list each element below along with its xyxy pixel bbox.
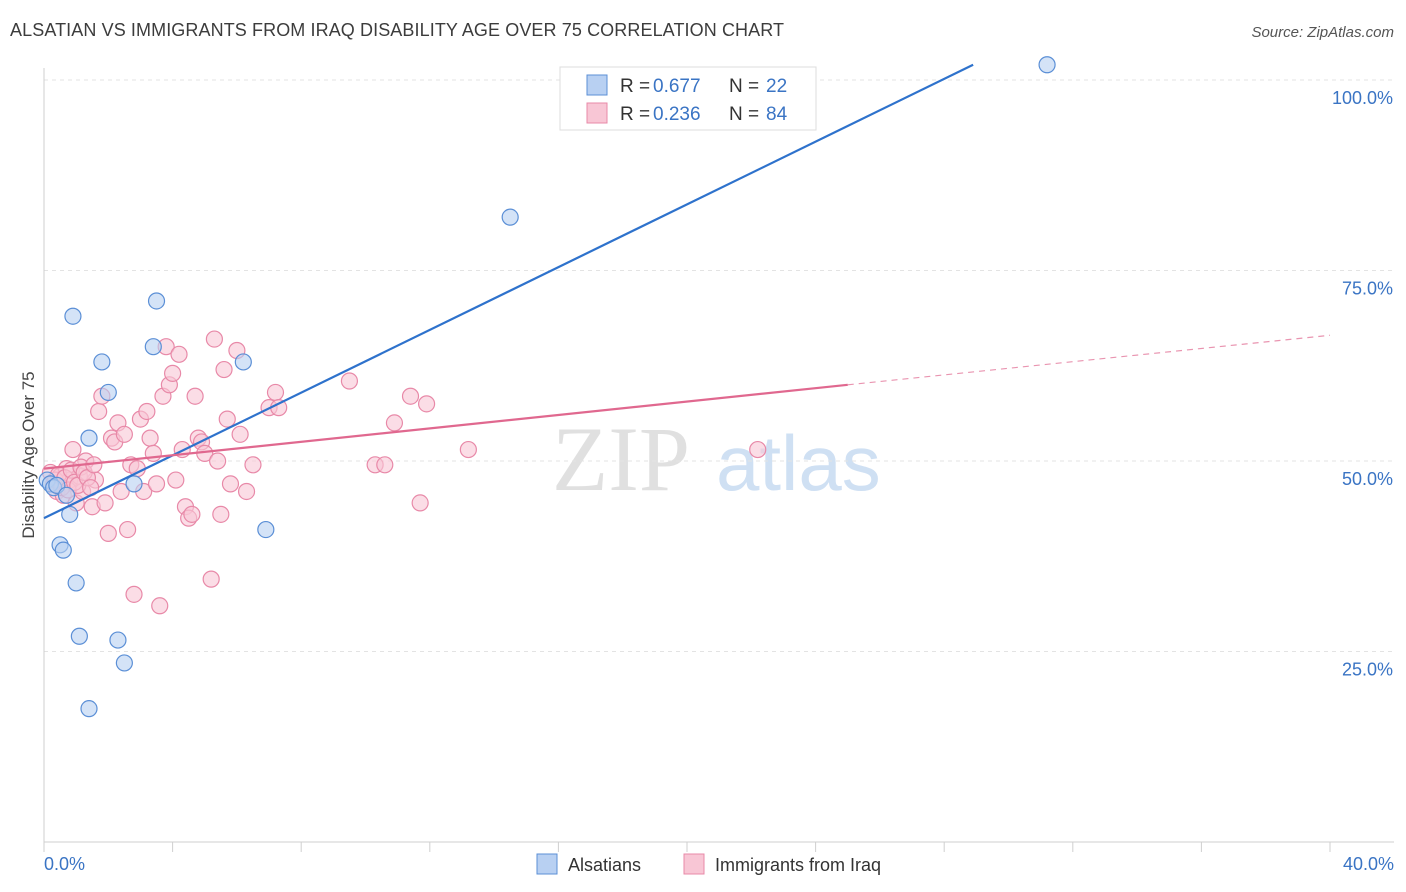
y-axis-label: Disability Age Over 75 [19,371,38,538]
pink-point-69 [459,440,477,459]
pink-point-65 [385,414,404,432]
blue-trend-line [43,63,974,520]
blue-point-19 [147,292,166,310]
pink-point-49 [205,330,223,348]
stats-r-label-pink: R = [620,104,650,125]
legend-label-iraq: Immigrants from Iraq [715,855,881,875]
pink-point-68 [417,395,436,413]
pink-point-62 [340,372,359,390]
series-alsatians [38,56,1056,718]
pink-point-22 [115,425,133,443]
pink-point-30 [141,429,159,447]
blue-point-17 [125,475,143,493]
pink-point-29 [138,402,156,421]
blue-point-22 [501,208,519,226]
watermark-atlas: atlas [716,419,881,507]
blue-point-10 [70,627,88,645]
pink-point-33 [151,597,169,615]
pink-point-70 [749,440,767,459]
stats-swatch-blue [586,74,608,96]
blue-point-18 [144,338,162,356]
blue-point-23 [1038,56,1056,74]
legend-swatch-alsatians [536,853,558,875]
pink-point-66 [401,387,420,405]
stats-n-label-pink: N = [729,104,759,125]
blue-point-11 [80,700,98,718]
blue-point-12 [80,429,98,447]
blue-point-21 [257,520,275,539]
x-tick-min: 0.0% [44,854,85,874]
pink-point-57 [237,482,256,501]
pink-point-54 [221,475,240,493]
pink-point-48 [202,570,220,588]
watermark-zip: ZIP [552,408,690,510]
pink-point-51 [212,505,230,523]
pink-point-52 [215,360,233,379]
pink-point-17 [99,524,117,542]
source-credit: Source: ZipAtlas.com [1251,24,1394,41]
x-tick-max: 40.0% [1343,854,1394,874]
blue-point-9 [67,574,85,592]
pink-trend-extension [847,334,1331,386]
pink-point-38 [167,471,185,489]
pink-trend-line [43,383,848,470]
blue-point-5 [54,541,72,559]
stats-swatch-pink [586,102,608,124]
pink-point-16 [96,494,114,512]
pink-point-64 [376,456,394,474]
pink-point-7 [64,440,82,459]
stats-n-label-blue: N = [729,76,759,97]
blue-point-16 [115,654,133,672]
blue-point-13 [93,353,111,371]
pink-point-21 [112,482,130,501]
blue-point-8 [64,307,82,325]
y-tick-label-50: 50.0% [1342,469,1393,489]
chart-title: ALSATIAN VS IMMIGRANTS FROM IRAQ DISABIL… [10,20,785,40]
y-tick-label-25: 25.0% [1342,660,1393,680]
legend-label-alsatians: Alsatians [568,855,641,875]
stats-r-value-pink: 0.236 [653,104,701,125]
pink-point-31 [144,444,162,462]
stats-n-value-blue: 22 [766,76,787,97]
stats-n-value-pink: 84 [766,104,788,125]
y-tick-labels: 25.0% 50.0% 75.0% 100.0% [1332,88,1393,680]
pink-point-56 [231,425,249,443]
stats-r-value-blue: 0.677 [653,76,701,97]
y-tick-label-100: 100.0% [1332,88,1393,108]
pink-point-58 [244,456,262,474]
pink-point-39 [170,345,188,363]
stats-box: R = 0.677 N = 22 R = 0.236 N = 84 [559,66,817,131]
y-tick-label-75: 75.0% [1342,279,1393,299]
pink-point-37 [164,364,182,382]
blue-point-14 [99,383,117,402]
blue-point-6 [57,486,76,504]
pink-point-60 [266,383,285,402]
pink-point-50 [209,452,227,470]
pink-point-14 [90,402,108,421]
pink-point-44 [186,387,204,405]
legend: Alsatians Immigrants from Iraq [536,853,881,875]
x-tick-labels: 0.0% 40.0% [44,854,1394,874]
pink-point-25 [125,585,143,603]
pink-point-23 [118,520,137,539]
stats-r-label-blue: R = [620,76,650,97]
pink-point-43 [183,505,201,523]
watermark: ZIP atlas [552,408,881,510]
blue-point-15 [109,631,127,649]
pink-point-53 [218,410,236,428]
axes [43,68,1394,852]
pink-point-32 [147,475,166,493]
trend-lines [43,63,1331,520]
blue-point-20 [234,353,252,371]
legend-swatch-iraq [683,853,705,875]
pink-point-67 [411,494,429,512]
